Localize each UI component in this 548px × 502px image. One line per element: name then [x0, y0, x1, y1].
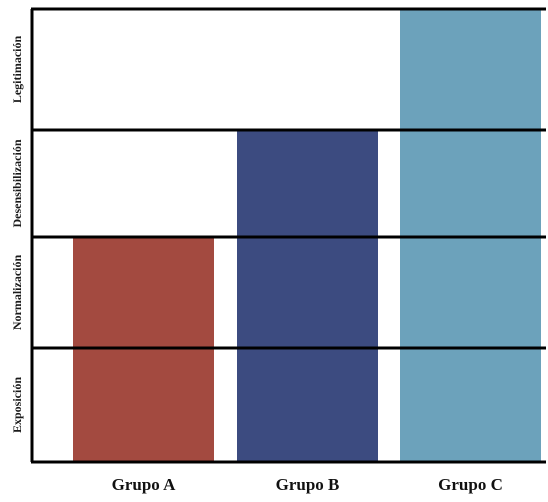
level-labels-group: Exposición Normalización Desensibilización… — [10, 36, 24, 433]
level-label-4: Legitimación — [10, 36, 24, 104]
bar-grupo-b — [237, 130, 378, 462]
level-label-1: Exposición — [10, 377, 24, 433]
category-label-grupo-a: Grupo A — [112, 475, 176, 494]
category-label-grupo-c: Grupo C — [438, 475, 503, 494]
category-labels-group: Grupo A Grupo B Grupo C — [112, 475, 503, 494]
level-label-3: Desensibilización — [10, 139, 24, 227]
level-label-2: Normalización — [10, 255, 24, 331]
gridlines-group — [31, 7, 546, 464]
category-label-grupo-b: Grupo B — [276, 475, 340, 494]
